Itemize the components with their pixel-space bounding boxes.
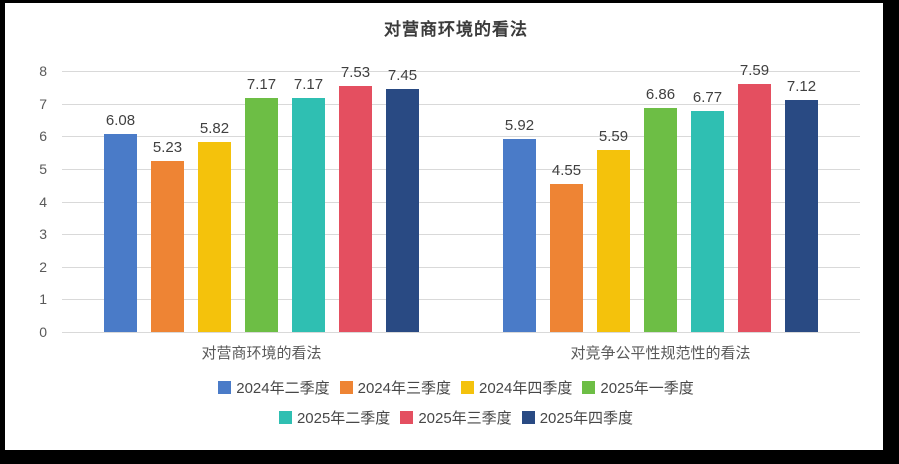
legend: 2024年二季度 2024年三季度 2024年四季度 2025年一季度 2025年二季度…: [57, 377, 855, 428]
bar: 7.17: [292, 76, 325, 332]
y-axis-tick-label: 0: [39, 324, 47, 340]
bar: 4.55: [550, 162, 583, 332]
bar-data-label: 7.59: [739, 62, 770, 80]
bar-data-label: 5.59: [598, 127, 629, 145]
y-axis-tick-label: 6: [39, 128, 47, 145]
bar: 6.86: [644, 86, 677, 332]
bar-data-label: 7.17: [293, 76, 324, 94]
y-axis-tick-label: 2: [39, 258, 47, 275]
bar: 5.92: [503, 117, 536, 332]
y-axis-tick-label: 3: [39, 226, 47, 243]
bar: 5.59: [597, 128, 630, 332]
bar-data-label: 6.77: [692, 89, 723, 107]
gridline: [62, 136, 860, 138]
legend-swatch-icon: [278, 411, 292, 424]
bar-data-label: 7.53: [340, 64, 371, 82]
bar-data-label: 7.45: [387, 66, 418, 84]
bar: 5.23: [151, 139, 184, 332]
gridline: [62, 71, 860, 72]
legend-swatch-icon: [400, 411, 414, 424]
gridline: [62, 168, 860, 170]
y-axis-tick-label: 8: [39, 63, 47, 79]
gridline: [62, 299, 860, 301]
legend-item: 2024年三季度: [339, 377, 451, 398]
bar-group: 6.08 5.23 5.82 7.17 7.17 7.53 7.45: [62, 64, 461, 332]
legend-item: 2025年一季度: [582, 377, 694, 398]
x-axis-category-labels: 对营商环境的看法 对竞争公平性规范性的看法: [62, 342, 860, 363]
gridline: [62, 201, 860, 203]
bar: 7.17: [245, 76, 278, 332]
y-axis-tick-label: 1: [39, 291, 47, 308]
bar-data-label: 7.12: [786, 77, 817, 95]
plot-area: 6.08 5.23 5.82 7.17 7.17 7.53 7.45 5.92 4.55 5.59…: [62, 62, 860, 333]
bar-data-label: 4.55: [551, 161, 582, 179]
bar: 7.12: [785, 78, 818, 332]
legend-item: 2025年三季度: [400, 407, 512, 428]
bar-chart: 对营商环境的看法 0 1 2 3 4 5 6 7 8 6.08 5.23 5.82 7.17 7.17 7…: [5, 3, 883, 450]
legend-label: 2024年三季度: [357, 380, 451, 397]
bar-data-label: 5.23: [152, 139, 183, 157]
bar: 7.53: [339, 64, 372, 332]
legend-swatch-icon: [339, 381, 353, 394]
legend-item: 2024年四季度: [461, 377, 572, 398]
legend-swatch-icon: [461, 381, 474, 394]
legend-item: 2025年四季度: [521, 407, 634, 428]
y-axis-tick-label: 4: [39, 193, 47, 210]
gridline: [62, 266, 860, 268]
legend-row: 2025年二季度 2025年三季度 2025年四季度: [57, 407, 855, 428]
gridline: [62, 103, 860, 105]
x-axis-category-label: 对竞争公平性规范性的看法: [570, 345, 751, 362]
bar-groups: 6.08 5.23 5.82 7.17 7.17 7.53 7.45 5.92 4.55 5.59…: [62, 62, 860, 332]
bar-data-label: 6.86: [645, 86, 676, 104]
legend-swatch-icon: [218, 381, 232, 394]
legend-label: 2025年一季度: [600, 380, 694, 397]
legend-row: 2024年二季度 2024年三季度 2024年四季度 2025年一季度: [57, 377, 855, 398]
gridline: [62, 332, 860, 333]
x-axis-category-label: 对营商环境的看法: [201, 345, 322, 362]
bar-data-label: 7.17: [246, 76, 277, 94]
bar-data-label: 5.82: [199, 120, 230, 138]
chart-title: 对营商环境的看法: [384, 20, 528, 39]
bar-data-label: 6.08: [105, 111, 136, 129]
bar: 5.82: [198, 120, 231, 332]
y-axis-tick-label: 7: [39, 95, 47, 112]
legend-swatch-icon: [582, 381, 596, 394]
bar: 7.59: [738, 62, 771, 332]
bar: 6.08: [104, 112, 137, 332]
bar-group: 5.92 4.55 5.59 6.86 6.77 7.59 7.12: [461, 62, 860, 332]
legend-label: 2024年四季度: [479, 380, 573, 397]
bar: 6.77: [691, 89, 724, 332]
y-axis-tick-label: 5: [39, 160, 47, 177]
legend-label: 2025年二季度: [296, 410, 391, 427]
legend-item: 2025年二季度: [278, 407, 391, 428]
legend-swatch-icon: [521, 411, 535, 424]
bar: 7.45: [386, 67, 419, 332]
legend-item: 2024年二季度: [218, 377, 330, 398]
gridline: [62, 234, 860, 236]
bar-data-label: 5.92: [504, 116, 535, 134]
legend-label: 2025年四季度: [539, 410, 634, 427]
legend-label: 2025年三季度: [418, 410, 512, 427]
legend-label: 2024年二季度: [236, 380, 330, 397]
